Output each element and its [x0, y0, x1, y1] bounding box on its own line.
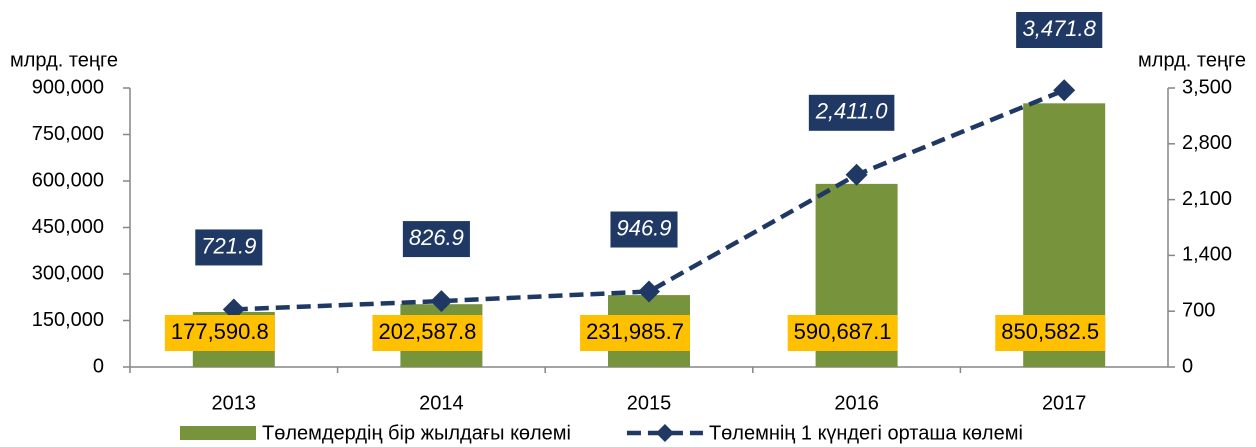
- bar-value-label: 850,582.5: [1001, 319, 1099, 344]
- line-value-label-box: [195, 229, 263, 266]
- x-tick-label: 2015: [627, 392, 672, 414]
- bar-value-label: 590,687.1: [794, 319, 892, 344]
- y-tick-label: 600,000: [32, 169, 104, 191]
- y-tick-label: 450,000: [32, 216, 104, 238]
- y-tick-label: 900,000: [32, 76, 104, 98]
- x-tick-label: 2016: [834, 392, 879, 414]
- line-marker: [845, 163, 868, 186]
- y2-axis-label: млрд. теңге: [1138, 49, 1246, 71]
- y-axis-label: млрд. теңге: [10, 49, 118, 71]
- line-value-label-box: [1016, 12, 1103, 48]
- line-marker: [1053, 79, 1076, 102]
- line-value-label: 2,411.0: [815, 99, 889, 124]
- legend-marker: [655, 424, 674, 442]
- y2-tick-label: 2,800: [1182, 132, 1232, 154]
- y2-tick-label: 1,400: [1182, 244, 1232, 266]
- line-value-label: 826.9: [409, 225, 464, 250]
- y-tick-label: 150,000: [32, 309, 104, 331]
- y2-tick-label: 700: [1182, 299, 1215, 321]
- line-marker: [638, 280, 660, 303]
- y-tick-label: 750,000: [32, 123, 104, 145]
- line-marker: [430, 290, 453, 313]
- x-tick-label: 2014: [419, 392, 464, 414]
- x-tick-label: 2013: [212, 392, 257, 414]
- bar-value-label: 202,587.8: [378, 319, 476, 344]
- y2-tick-label: 2,100: [1182, 188, 1232, 210]
- legend-swatch: [180, 426, 256, 440]
- bar-value-label-box: [164, 315, 275, 351]
- line-value-label: 721.9: [201, 233, 256, 258]
- bar-value-label: 177,590.8: [171, 319, 269, 344]
- line: [233, 88, 1066, 312]
- bar-value-label-box: [580, 315, 690, 351]
- bar-value-label-box: [787, 315, 898, 351]
- bar-value-label: 231,985.7: [586, 319, 684, 344]
- line-value-label: 3,471.8: [1022, 16, 1096, 41]
- y2-tick-label: 0: [1182, 355, 1193, 377]
- x-tick-label: 2017: [1042, 392, 1087, 414]
- y-tick-label: 300,000: [32, 262, 104, 284]
- line-value-label-box: [610, 211, 678, 248]
- line-value-label: 946.9: [616, 215, 671, 240]
- line-value-label-box: [808, 94, 895, 131]
- bar-value-label-box: [372, 315, 483, 351]
- bar-value-label-box: [995, 315, 1106, 351]
- line-value-label-box: [402, 221, 470, 258]
- legend-label: Төлемнің 1 күндегі орташа көлемі: [709, 422, 1023, 444]
- legend-label: Төлемдердің бір жылдағы көлемі: [262, 422, 571, 444]
- y-tick-label: 0: [93, 355, 104, 377]
- line-marker: [222, 298, 245, 321]
- y2-tick-label: 3,500: [1182, 76, 1232, 98]
